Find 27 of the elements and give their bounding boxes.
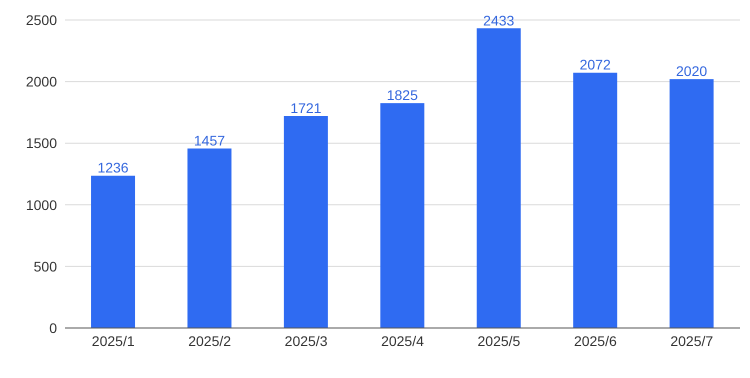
bar	[573, 72, 618, 328]
data-label: 2072	[580, 56, 611, 73]
y-tick-label: 1500	[26, 135, 58, 152]
data-label: 1721	[290, 100, 322, 116]
y-tick-label: 2000	[26, 74, 58, 90]
bar	[284, 116, 328, 328]
y-tick-label: 0	[49, 320, 58, 336]
bar	[187, 148, 232, 328]
x-tick-label: 2025/5	[478, 332, 521, 349]
data-label: 2020	[676, 63, 708, 80]
x-tick-label: 2025/6	[574, 332, 617, 349]
bar	[670, 79, 714, 328]
bar	[476, 28, 521, 328]
x-tick-label: 2025/3	[284, 332, 328, 349]
data-label: 1457	[194, 132, 226, 148]
x-tick-label: 2025/2	[188, 332, 232, 349]
data-label: 1236	[97, 160, 129, 176]
y-tick-label: 1000	[26, 196, 58, 213]
y-tick-label: 2500	[26, 12, 58, 28]
x-tick-label: 2025/1	[92, 332, 135, 349]
bar	[91, 176, 136, 328]
data-label: 2433	[483, 12, 515, 28]
x-tick-label: 2025/7	[670, 332, 714, 349]
bar	[380, 103, 424, 328]
y-tick-label: 500	[34, 258, 58, 274]
x-tick-label: 2025/4	[381, 332, 424, 349]
data-label: 1825	[386, 87, 418, 104]
